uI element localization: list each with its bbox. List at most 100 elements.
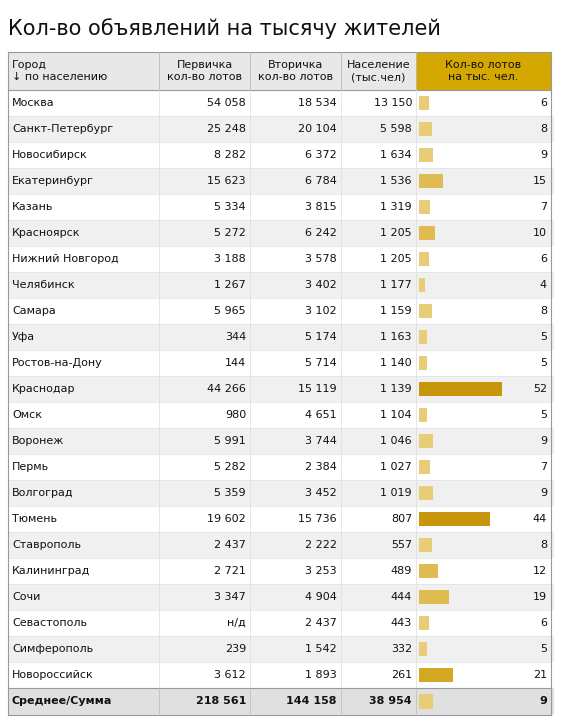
Text: Севастополь: Севастополь [12, 618, 87, 628]
Bar [419, 512, 490, 526]
Text: 1 163: 1 163 [380, 332, 412, 342]
Text: 261: 261 [391, 670, 412, 680]
Text: 1 634: 1 634 [380, 150, 412, 160]
Text: Вторичка
кол-во лотов: Вторичка кол-во лотов [258, 60, 333, 82]
Text: 8: 8 [540, 306, 547, 316]
Text: Население
(тыс.чел): Население (тыс.чел) [347, 60, 410, 82]
Bar [8, 324, 554, 350]
Text: 980: 980 [225, 410, 246, 420]
Text: 6 242: 6 242 [305, 228, 337, 238]
Text: 6 784: 6 784 [305, 176, 337, 186]
Bar [8, 636, 554, 662]
Bar [419, 382, 502, 396]
Text: 1 139: 1 139 [380, 384, 412, 394]
Text: Пермь: Пермь [12, 462, 49, 472]
Text: 18 534: 18 534 [298, 98, 337, 108]
Text: 144 158: 144 158 [287, 696, 337, 706]
Text: 2 437: 2 437 [214, 540, 246, 550]
Text: 5: 5 [540, 358, 547, 368]
Text: 1 205: 1 205 [380, 254, 412, 264]
Bar [8, 662, 554, 688]
Bar [8, 688, 554, 715]
Text: 1 046: 1 046 [380, 436, 412, 446]
Text: 4 904: 4 904 [305, 592, 337, 602]
Bar [8, 90, 554, 116]
Bar [8, 610, 554, 636]
Text: 1 893: 1 893 [305, 670, 337, 680]
Text: 2 222: 2 222 [305, 540, 337, 550]
Text: 15 119: 15 119 [298, 384, 337, 394]
Text: 38 954: 38 954 [369, 696, 412, 706]
Bar [8, 194, 554, 220]
Text: 3 102: 3 102 [305, 306, 337, 316]
Text: 1 542: 1 542 [305, 644, 337, 654]
Text: 489: 489 [391, 566, 412, 576]
Text: 5: 5 [540, 410, 547, 420]
Text: 10: 10 [533, 228, 547, 238]
Text: 4 651: 4 651 [305, 410, 337, 420]
Text: 5 334: 5 334 [214, 202, 246, 212]
Text: 5 598: 5 598 [380, 124, 412, 134]
Text: 2 384: 2 384 [305, 462, 337, 472]
Text: 3 744: 3 744 [305, 436, 337, 446]
Text: 557: 557 [391, 540, 412, 550]
Text: Санкт-Петербург: Санкт-Петербург [12, 124, 113, 134]
Text: 6: 6 [540, 254, 547, 264]
Text: 5 174: 5 174 [305, 332, 337, 342]
Text: 1 205: 1 205 [380, 228, 412, 238]
Bar [8, 402, 554, 428]
Text: 3 253: 3 253 [305, 566, 337, 576]
Bar [419, 616, 429, 630]
Text: 8 282: 8 282 [214, 150, 246, 160]
Text: 7: 7 [540, 462, 547, 472]
Text: 5: 5 [540, 332, 547, 342]
Bar [8, 52, 416, 90]
Text: 9: 9 [540, 150, 547, 160]
Bar [419, 356, 427, 370]
Text: 20 104: 20 104 [298, 124, 337, 134]
Text: 9: 9 [540, 436, 547, 446]
Text: Симферополь: Симферополь [12, 644, 93, 654]
Bar [419, 278, 425, 292]
Text: 19: 19 [533, 592, 547, 602]
Text: 1 159: 1 159 [380, 306, 412, 316]
Text: 5: 5 [540, 644, 547, 654]
Text: 144: 144 [225, 358, 246, 368]
Bar [8, 532, 554, 558]
Text: 1 267: 1 267 [214, 280, 246, 290]
Text: Москва: Москва [12, 98, 55, 108]
Text: 3 612: 3 612 [214, 670, 246, 680]
Text: 239: 239 [225, 644, 246, 654]
Text: Краснодар: Краснодар [12, 384, 75, 394]
Text: 4: 4 [540, 280, 547, 290]
Text: Омск: Омск [12, 410, 42, 420]
Text: 3 188: 3 188 [214, 254, 246, 264]
Text: 7: 7 [540, 202, 547, 212]
Bar [8, 168, 554, 194]
Text: Челябинск: Челябинск [12, 280, 75, 290]
Text: 5 991: 5 991 [214, 436, 246, 446]
Text: 25 248: 25 248 [207, 124, 246, 134]
Text: Нижний Новгород: Нижний Новгород [12, 254, 119, 264]
Bar [8, 558, 554, 584]
Text: Кол-во лотов
на тыс. чел.: Кол-во лотов на тыс. чел. [446, 60, 522, 82]
Text: Новороссийск: Новороссийск [12, 670, 94, 680]
Text: 15 623: 15 623 [207, 176, 246, 186]
Text: Сочи: Сочи [12, 592, 40, 602]
Text: 1 319: 1 319 [380, 202, 412, 212]
Text: 218 561: 218 561 [196, 696, 246, 706]
Text: 6 372: 6 372 [305, 150, 337, 160]
Text: 44 266: 44 266 [207, 384, 246, 394]
Text: Кол-во объявлений на тысячу жителей: Кол-во объявлений на тысячу жителей [8, 18, 441, 38]
Text: 9: 9 [539, 696, 547, 706]
Text: Самара: Самара [12, 306, 56, 316]
Text: Воронеж: Воронеж [12, 436, 65, 446]
Text: 52: 52 [533, 384, 547, 394]
Text: 54 058: 54 058 [207, 98, 246, 108]
Bar [8, 584, 554, 610]
Text: Ставрополь: Ставрополь [12, 540, 81, 550]
Bar [419, 590, 450, 604]
Text: Казань: Казань [12, 202, 53, 212]
Bar [419, 305, 432, 318]
Bar [419, 252, 429, 266]
